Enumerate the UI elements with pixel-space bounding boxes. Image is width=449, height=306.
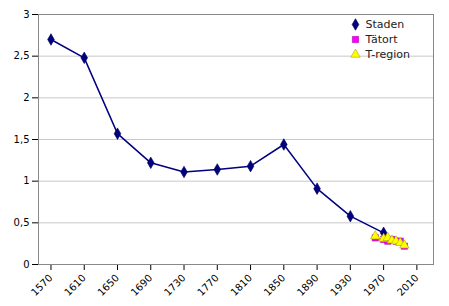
svg-text:Staden: Staden: [366, 18, 405, 31]
svg-text:1610: 1610: [62, 272, 88, 298]
svg-text:3: 3: [23, 9, 29, 20]
svg-text:1970: 1970: [362, 272, 388, 298]
svg-text:2: 2: [23, 92, 29, 103]
svg-text:1650: 1650: [95, 272, 121, 298]
svg-text:1810: 1810: [228, 272, 254, 298]
svg-text:1850: 1850: [262, 272, 288, 298]
svg-text:0,5: 0,5: [14, 217, 30, 228]
svg-text:1: 1: [23, 175, 29, 186]
svg-text:1,5: 1,5: [14, 134, 30, 145]
svg-text:1930: 1930: [328, 272, 354, 298]
svg-text:1890: 1890: [295, 272, 321, 298]
svg-text:2,5: 2,5: [14, 50, 30, 61]
svg-text:1730: 1730: [162, 272, 188, 298]
svg-text:Tätort: Tätort: [365, 33, 399, 46]
svg-text:1690: 1690: [129, 272, 155, 298]
svg-text:T-region: T-region: [365, 48, 410, 61]
svg-text:1770: 1770: [195, 272, 221, 298]
svg-text:0: 0: [23, 259, 29, 270]
svg-text:1570: 1570: [29, 272, 55, 298]
svg-text:2010: 2010: [395, 272, 421, 298]
